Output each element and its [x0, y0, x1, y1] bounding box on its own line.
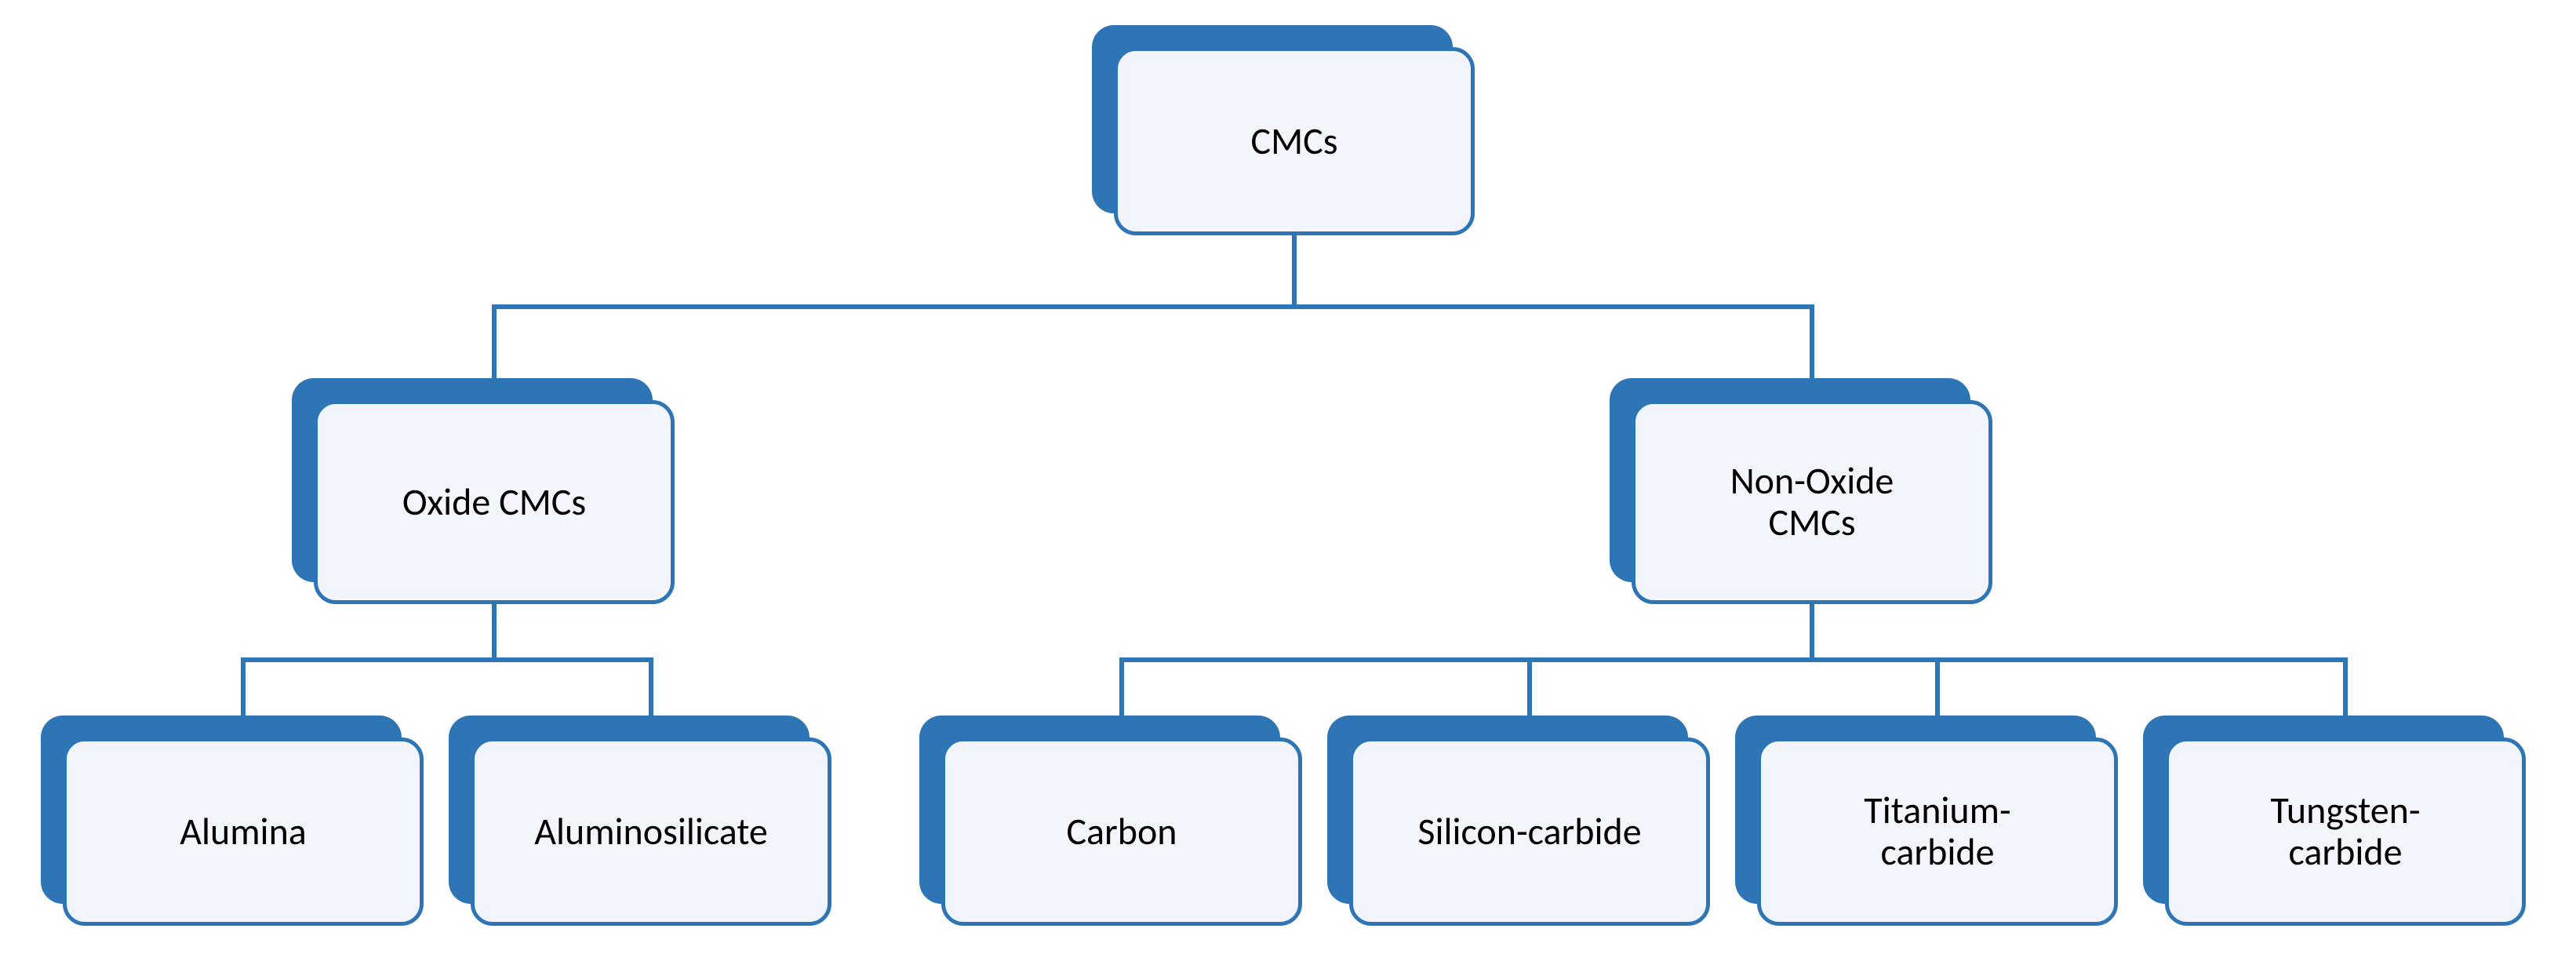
node-label: Aluminosilicate — [471, 737, 831, 926]
node-label: Tungsten-carbide — [2165, 737, 2526, 926]
node-wc: Tungsten-carbide — [2143, 716, 2526, 926]
node-oxide: Oxide CMCs — [292, 378, 675, 604]
node-nonox: Non-OxideCMCs — [1610, 378, 1992, 604]
node-tic: Titanium-carbide — [1735, 716, 2118, 926]
node-label: Titanium-carbide — [1757, 737, 2118, 926]
node-label: Silicon-carbide — [1349, 737, 1710, 926]
node-carbon: Carbon — [919, 716, 1302, 926]
node-alumina: Alumina — [41, 716, 424, 926]
node-label: Non-OxideCMCs — [1632, 400, 1992, 604]
node-sic: Silicon-carbide — [1327, 716, 1710, 926]
node-label: Oxide CMCs — [314, 400, 675, 604]
node-root: CMCs — [1092, 25, 1475, 235]
node-label: CMCs — [1114, 47, 1475, 235]
node-label: Alumina — [63, 737, 424, 926]
diagram-canvas: CMCs Oxide CMCs Non-OxideCMCs AluminaAlumin… — [0, 0, 2576, 965]
node-alusil: Aluminosilicate — [449, 716, 831, 926]
node-label: Carbon — [941, 737, 1302, 926]
